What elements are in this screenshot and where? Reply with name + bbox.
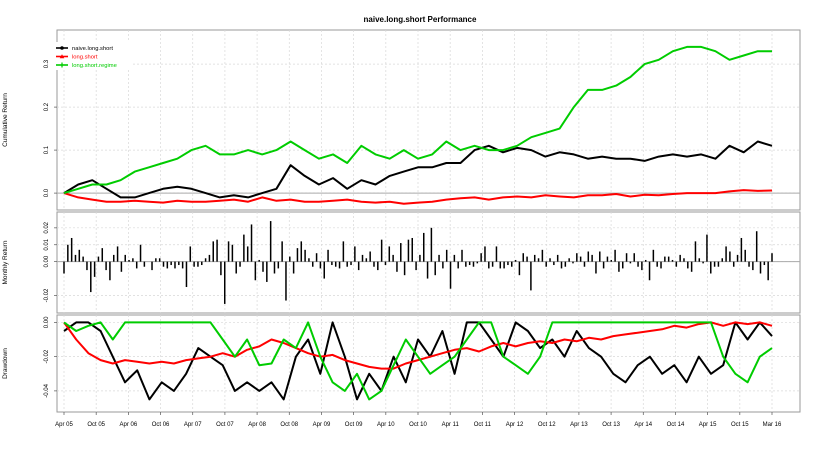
x-tick-label: Apr 11	[442, 422, 460, 428]
y-tick-label: 0.0	[44, 188, 50, 197]
y-axis-label: Monthly Return	[2, 240, 9, 284]
x-tick-label: Oct 06	[152, 422, 170, 428]
x-tick-label: Apr 15	[699, 422, 717, 428]
series-line-naive-long-short	[63, 140, 773, 199]
y-tick-label: 0.00	[44, 316, 50, 328]
series-line-naive-long-short	[63, 321, 773, 401]
x-tick-label: Oct 09	[345, 422, 363, 428]
legend-marker	[60, 46, 64, 50]
x-tick-label: Oct 13	[602, 422, 620, 428]
x-tick-label: Oct 08	[280, 422, 298, 428]
x-tick-label: Mar 16	[763, 422, 782, 428]
panel-frame	[56, 314, 801, 413]
legend-entry: naive.long.short	[72, 46, 113, 52]
series-line-long-short-regime	[63, 321, 773, 401]
x-tick-label: Oct 15	[731, 422, 749, 428]
y-tick-label: 0.1	[44, 145, 50, 154]
legend-marker	[59, 54, 65, 59]
x-tick-label: Apr 12	[506, 422, 524, 428]
y-tick-label: -0.02	[44, 288, 50, 302]
y-tick-label: 0.3	[44, 59, 50, 68]
x-tick-label: Oct 14	[667, 422, 685, 428]
x-tick-label: Oct 12	[538, 422, 556, 428]
y-tick-label: 0.02	[44, 221, 50, 233]
panel-3: -0.04 -0.02 0.00 Drawdown	[2, 314, 801, 413]
panel-1: 0.0 0.1 0.2 0.3 Cumulative Return	[2, 29, 801, 211]
x-tick-label: Apr 10	[377, 422, 395, 428]
chart-title: naive.long.short Performance	[364, 15, 477, 24]
panel-frame	[56, 29, 801, 211]
panel-2: -0.02 0.00 0.01 0.02 Monthly Return	[2, 211, 801, 314]
legend-entry: long.short	[72, 55, 98, 61]
x-tick-label: Oct 11	[474, 422, 492, 428]
x-tick-label: Apr 06	[120, 422, 138, 428]
x-tick-label: Apr 09	[313, 422, 331, 428]
legend: naive.long.short long.short long.short.reg…	[53, 42, 131, 70]
y-axis-label: Cumulative Return	[2, 93, 9, 147]
y-tick-label: 0.2	[44, 102, 50, 111]
y-tick-label: -0.04	[44, 383, 50, 397]
x-tick-label: Apr 13	[570, 422, 588, 428]
series-line-long-short	[63, 189, 773, 205]
x-tick-label: Apr 07	[184, 422, 202, 428]
legend-entry: long.short.regime	[72, 63, 117, 69]
y-tick-label: -0.02	[44, 349, 50, 363]
x-tick-label: Apr 08	[248, 422, 266, 428]
y-axis-label: Drawdown	[2, 348, 9, 379]
y-tick-label: 0.01	[44, 238, 50, 250]
x-tick-label: Apr 05	[55, 422, 73, 428]
x-tick-label: Oct 07	[216, 422, 234, 428]
series-line-long-short	[63, 321, 773, 370]
series-line-long-short-regime	[63, 45, 772, 195]
y-tick-label: 0.00	[44, 255, 50, 267]
x-tick-label: Apr 14	[634, 422, 652, 428]
x-tick-label: Oct 10	[409, 422, 427, 428]
x-tick-label: Oct 05	[87, 422, 105, 428]
